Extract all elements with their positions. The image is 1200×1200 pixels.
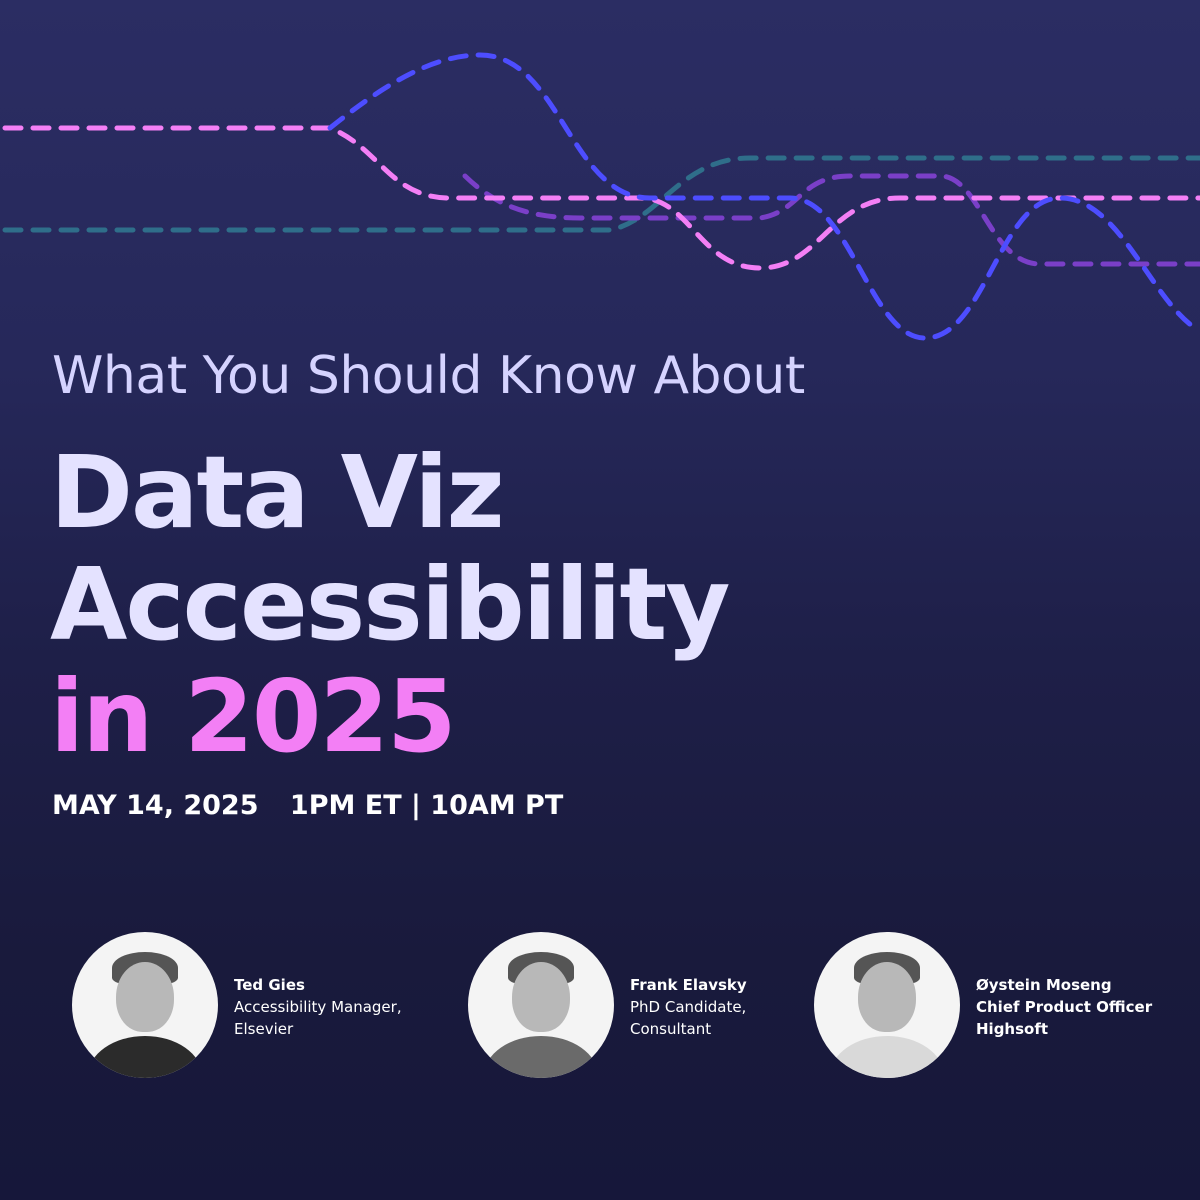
blue-dashed-line [327, 52, 1200, 341]
teal-dashed-line [2, 155, 1200, 233]
speaker-role-3b: Highsoft [976, 1020, 1049, 1038]
event-datetime: MAY 14, 2025 1PM ET | 10AM PT [52, 790, 563, 821]
title-line-1: Data Viz [50, 434, 505, 551]
speaker-photo-3 [814, 932, 960, 1078]
title-line-3: in 2025 [50, 658, 457, 775]
event-subtitle: What You Should Know About [52, 346, 805, 406]
speaker-role-1b: Elsevier [234, 1020, 294, 1038]
speaker-photo-1 [72, 932, 218, 1078]
title-line-2: Accessibility [50, 546, 730, 663]
decorative-dashed-lines [2, 52, 1200, 341]
pink-dashed-line [2, 125, 1200, 271]
speaker-card-2: Frank Elavsky PhD Candidate, Consultant [468, 932, 747, 1078]
speaker-role-1a: Accessibility Manager, [234, 998, 402, 1016]
speaker-card-1: Ted Gies Accessibility Manager, Elsevier [72, 932, 402, 1078]
speaker-photo-2 [468, 932, 614, 1078]
speaker-name-2: Frank Elavsky [630, 976, 747, 994]
speaker-info-1: Ted Gies Accessibility Manager, Elsevier [234, 974, 402, 1040]
speaker-name-3: Øystein Moseng [976, 976, 1112, 994]
event-time: 1PM ET | 10AM PT [289, 790, 564, 821]
speaker-role-3a: Chief Product Officer [976, 998, 1153, 1016]
speaker-role-2b: Consultant [630, 1020, 712, 1038]
speaker-card-3: Øystein Moseng Chief Product Officer Hig… [814, 932, 1152, 1078]
speaker-name-1: Ted Gies [234, 976, 305, 994]
event-date: MAY 14, 2025 [52, 790, 259, 821]
purple-dashed-line [462, 173, 1200, 267]
speaker-info-2: Frank Elavsky PhD Candidate, Consultant [630, 974, 747, 1040]
event-title: Data Viz Accessibility in 2025 [50, 434, 730, 775]
speaker-info-3: Øystein Moseng Chief Product Officer Hig… [976, 974, 1152, 1040]
speaker-role-2a: PhD Candidate, [630, 998, 747, 1016]
